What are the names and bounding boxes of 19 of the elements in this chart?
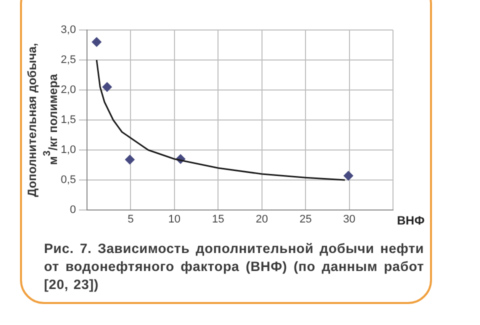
text: Рис. 7. Зависимость дополнительной добычи нефти от водонефтяного фактора (ВНФ) (по данным работ [20, 23]) — [44, 240, 424, 294]
y-tick-label: 1,5 — [60, 114, 76, 126]
y-tick-label: 3,0 — [60, 24, 76, 36]
point — [124, 154, 135, 165]
y-tick-label: 0,5 — [60, 174, 76, 186]
x-tick-label: 10 — [168, 214, 181, 226]
x-tick-label: 30 — [343, 214, 356, 226]
x-tick-label: 5 — [128, 214, 134, 226]
y-tick-label: 1,0 — [60, 144, 76, 156]
point — [92, 37, 102, 47]
x-tick-label: 20 — [256, 214, 268, 226]
x-tick-label: 25 — [299, 214, 312, 226]
y-tick-label: 0 — [70, 204, 76, 216]
point — [343, 170, 354, 181]
x-axis-title: ВНФ — [397, 213, 425, 228]
point — [102, 82, 112, 92]
y-tick-label: 2,0 — [60, 84, 76, 96]
x-tick-label: 15 — [212, 214, 224, 226]
y-tick-label: 2,5 — [60, 54, 76, 66]
